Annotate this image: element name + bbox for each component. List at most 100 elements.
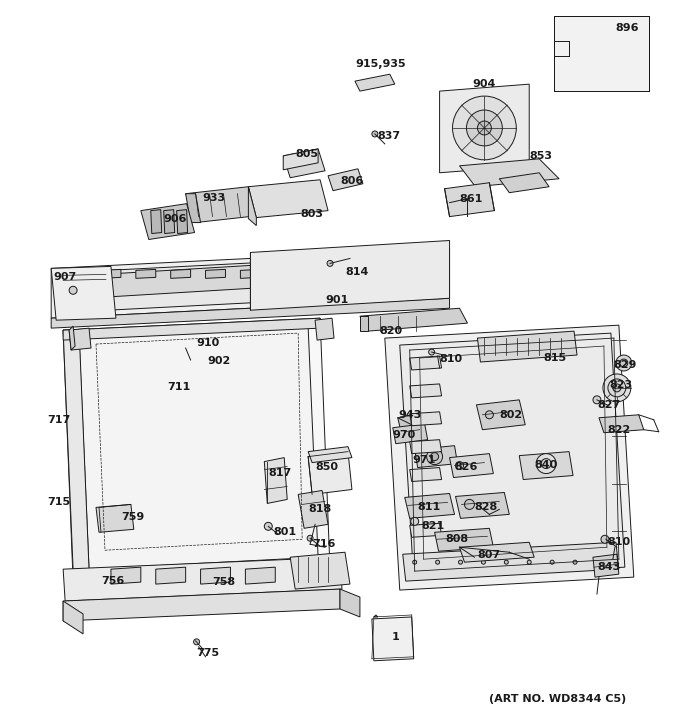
Polygon shape — [456, 492, 509, 518]
Polygon shape — [393, 424, 428, 444]
Polygon shape — [308, 452, 352, 494]
Polygon shape — [136, 269, 156, 278]
Text: 810: 810 — [439, 354, 462, 364]
Polygon shape — [69, 328, 91, 350]
Text: 803: 803 — [300, 209, 323, 219]
Circle shape — [194, 639, 199, 645]
Polygon shape — [410, 495, 441, 510]
Polygon shape — [477, 331, 577, 362]
Circle shape — [175, 328, 196, 348]
Text: 801: 801 — [273, 527, 296, 537]
Text: 810: 810 — [607, 537, 630, 547]
Circle shape — [452, 96, 516, 160]
Text: 1: 1 — [392, 632, 400, 642]
Polygon shape — [63, 318, 330, 581]
Circle shape — [456, 462, 464, 470]
Text: 933: 933 — [203, 193, 226, 203]
Circle shape — [486, 411, 494, 418]
Polygon shape — [51, 298, 449, 328]
Polygon shape — [410, 356, 441, 370]
Text: 843: 843 — [597, 562, 620, 572]
Circle shape — [537, 454, 556, 473]
Text: 840: 840 — [534, 460, 558, 470]
Text: 806: 806 — [340, 176, 363, 186]
Polygon shape — [398, 415, 415, 431]
Polygon shape — [360, 308, 467, 331]
Circle shape — [69, 286, 77, 294]
Polygon shape — [63, 557, 342, 601]
Text: 716: 716 — [312, 539, 335, 550]
Polygon shape — [360, 316, 368, 331]
Polygon shape — [405, 494, 454, 518]
Circle shape — [383, 266, 396, 279]
Polygon shape — [248, 180, 328, 218]
Polygon shape — [477, 400, 525, 430]
Circle shape — [265, 522, 272, 530]
Polygon shape — [101, 269, 121, 278]
Circle shape — [505, 560, 509, 564]
Text: 902: 902 — [207, 356, 231, 366]
Polygon shape — [460, 542, 534, 562]
Polygon shape — [340, 589, 360, 617]
Circle shape — [603, 374, 631, 402]
Circle shape — [307, 535, 313, 542]
Polygon shape — [51, 248, 449, 318]
Text: 821: 821 — [422, 521, 445, 531]
Polygon shape — [445, 182, 494, 216]
Text: 907: 907 — [53, 272, 76, 282]
Polygon shape — [593, 554, 619, 577]
Text: 823: 823 — [609, 380, 632, 390]
Circle shape — [481, 560, 486, 564]
Circle shape — [573, 560, 577, 564]
Polygon shape — [554, 17, 649, 91]
Text: 970: 970 — [393, 430, 416, 439]
Polygon shape — [315, 318, 334, 340]
Circle shape — [372, 131, 378, 137]
Text: 815: 815 — [543, 353, 566, 363]
Circle shape — [608, 379, 626, 397]
Text: 759: 759 — [121, 513, 144, 523]
Polygon shape — [156, 567, 186, 584]
Polygon shape — [96, 505, 134, 532]
Polygon shape — [63, 601, 83, 634]
Text: 817: 817 — [269, 468, 292, 478]
Polygon shape — [400, 333, 625, 579]
Text: 818: 818 — [308, 505, 331, 515]
Text: 802: 802 — [499, 410, 522, 420]
Text: 808: 808 — [445, 534, 469, 544]
Text: 943: 943 — [398, 410, 422, 420]
Text: 826: 826 — [454, 462, 478, 471]
Polygon shape — [284, 149, 318, 170]
Text: 807: 807 — [477, 550, 500, 560]
Text: 717: 717 — [47, 415, 71, 425]
Polygon shape — [328, 169, 363, 190]
Polygon shape — [410, 523, 441, 537]
Circle shape — [601, 535, 609, 543]
Circle shape — [181, 333, 190, 343]
Polygon shape — [51, 266, 116, 320]
Polygon shape — [410, 384, 441, 398]
Polygon shape — [141, 203, 194, 240]
Polygon shape — [205, 269, 226, 278]
Text: 827: 827 — [597, 400, 620, 410]
Polygon shape — [410, 439, 441, 454]
Circle shape — [593, 396, 601, 404]
Polygon shape — [410, 412, 441, 426]
Text: 805: 805 — [295, 149, 318, 159]
Polygon shape — [372, 617, 413, 661]
Circle shape — [620, 359, 628, 367]
Circle shape — [477, 121, 492, 135]
Text: 910: 910 — [197, 338, 220, 348]
Polygon shape — [164, 210, 175, 234]
Text: 850: 850 — [315, 462, 338, 471]
Polygon shape — [63, 318, 320, 340]
Text: 715: 715 — [47, 497, 70, 508]
Circle shape — [550, 560, 554, 564]
Polygon shape — [69, 253, 435, 312]
Circle shape — [466, 110, 503, 146]
Circle shape — [428, 349, 435, 355]
Circle shape — [613, 384, 621, 392]
Circle shape — [527, 560, 531, 564]
Text: 814: 814 — [345, 267, 369, 277]
Circle shape — [541, 458, 551, 468]
